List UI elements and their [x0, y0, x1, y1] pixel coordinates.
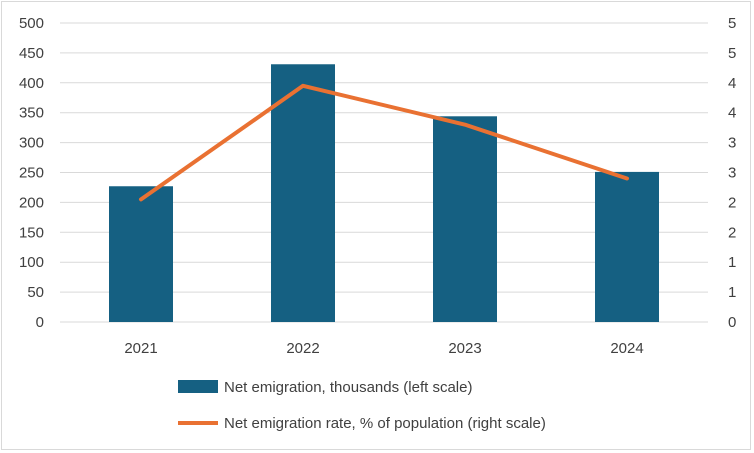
right-tick-label: 2 — [728, 224, 736, 241]
right-tick-label: 1 — [728, 284, 736, 301]
x-tick-label: 2022 — [286, 340, 319, 357]
x-tick-label: 2023 — [448, 340, 481, 357]
right-tick-label: 5 — [728, 45, 736, 62]
x-tick-label: 2021 — [124, 340, 157, 357]
left-tick-label: 500 — [19, 15, 44, 32]
left-tick-label: 400 — [19, 75, 44, 92]
left-tick-label: 300 — [19, 135, 44, 152]
right-tick-label: 4 — [728, 75, 736, 92]
right-tick-label: 2 — [728, 194, 736, 211]
right-tick-label: 5 — [728, 15, 736, 32]
left-tick-label: 0 — [36, 314, 44, 331]
bar — [109, 186, 173, 322]
legend-swatch-bar — [178, 380, 218, 393]
right-tick-label: 4 — [728, 105, 736, 122]
bar — [433, 116, 497, 323]
left-tick-label: 200 — [19, 194, 44, 211]
right-tick-label: 1 — [728, 254, 736, 271]
left-tick-label: 150 — [19, 224, 44, 241]
left-tick-label: 450 — [19, 45, 44, 62]
left-tick-label: 350 — [19, 105, 44, 122]
right-axis-ticks: 0 1 1 2 2 3 3 4 4 5 5 — [728, 15, 736, 331]
right-tick-label: 3 — [728, 165, 736, 182]
right-tick-label: 0 — [728, 314, 736, 331]
bar — [595, 171, 659, 322]
right-tick-label: 3 — [728, 135, 736, 152]
x-tick-label: 2024 — [610, 340, 643, 357]
legend: Net emigration, thousands (left scale) N… — [178, 379, 546, 432]
legend-label-line: Net emigration rate, % of population (ri… — [224, 415, 546, 432]
left-tick-label: 250 — [19, 165, 44, 182]
bar-series — [109, 64, 659, 323]
line-path — [139, 83, 629, 202]
legend-label-bar: Net emigration, thousands (left scale) — [224, 379, 472, 396]
left-axis-ticks: 0 50 100 150 200 250 300 350 400 450 500 — [19, 15, 44, 331]
x-axis-ticks: 2021 2022 2023 2024 — [124, 340, 643, 357]
left-tick-label: 50 — [27, 284, 44, 301]
line-series — [139, 83, 629, 202]
left-tick-label: 100 — [19, 254, 44, 271]
bar — [271, 64, 335, 323]
